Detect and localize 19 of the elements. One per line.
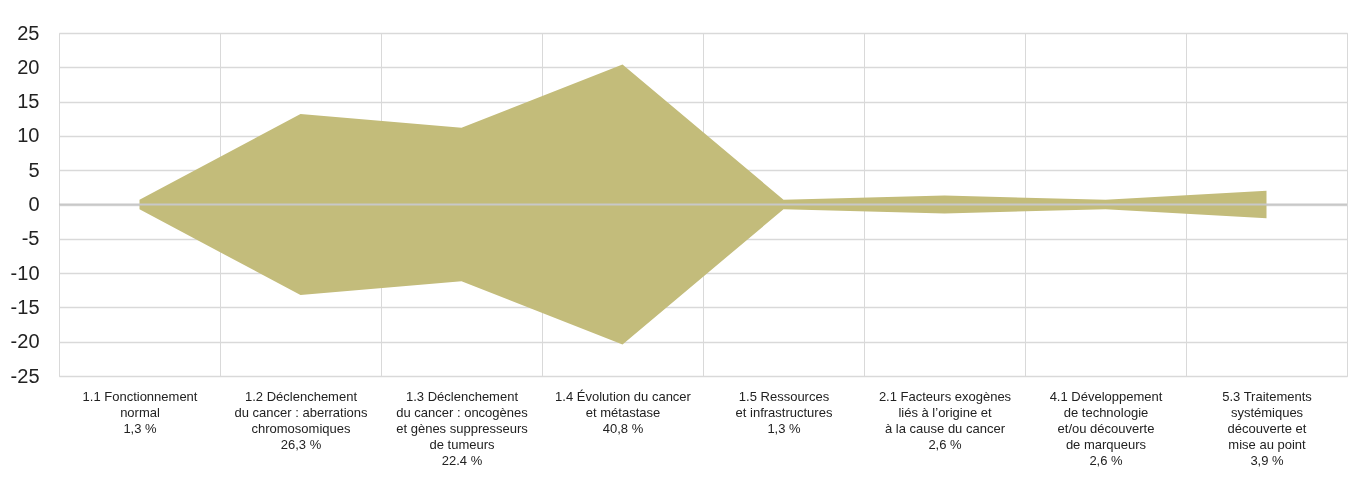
x-tick-label: 1.3 Déclenchement du cancer : oncogènes et gènes suppresseurs de tumeurs 22.4 % [396,388,529,468]
x-tick-label: 1.2 Déclenchement du cancer : aberrations chromosomiques 26,3 % [234,388,368,452]
y-tick-label: -5 [21,227,40,250]
y-tick-label: 5 [28,158,40,181]
y-tick-label: 20 [17,55,40,78]
y-tick-label: -25 [10,364,40,387]
y-tick-label: -15 [10,295,40,318]
y-tick-label: 25 [17,21,40,44]
x-tick-label: 1.1 Fonctionnement normal 1,3 % [82,388,198,436]
x-tick-label: 1.5 Ressources et infrastructures 1,3 % [735,388,833,436]
x-tick-label: 2.1 Facteurs exogènes liés à l’origine et à la cause du cancer 2,6 % [878,388,1012,452]
y-tick-label: 10 [17,124,40,147]
x-tick-label: 5.3 Traitements systémiques découverte et mise au point 3,9 % [1222,388,1313,468]
y-tick-label: 15 [17,90,40,113]
y-tick-label: -20 [10,330,40,353]
x-tick-label: 4.1 Développement de technologie et/ou découverte de marqueurs 2,6 % [1049,388,1163,468]
y-tick-label: -10 [10,261,40,284]
y-tick-label: 0 [28,193,40,215]
x-tick-label: 1.4 Évolution du cancer et métastase 40,8 % [555,388,692,436]
